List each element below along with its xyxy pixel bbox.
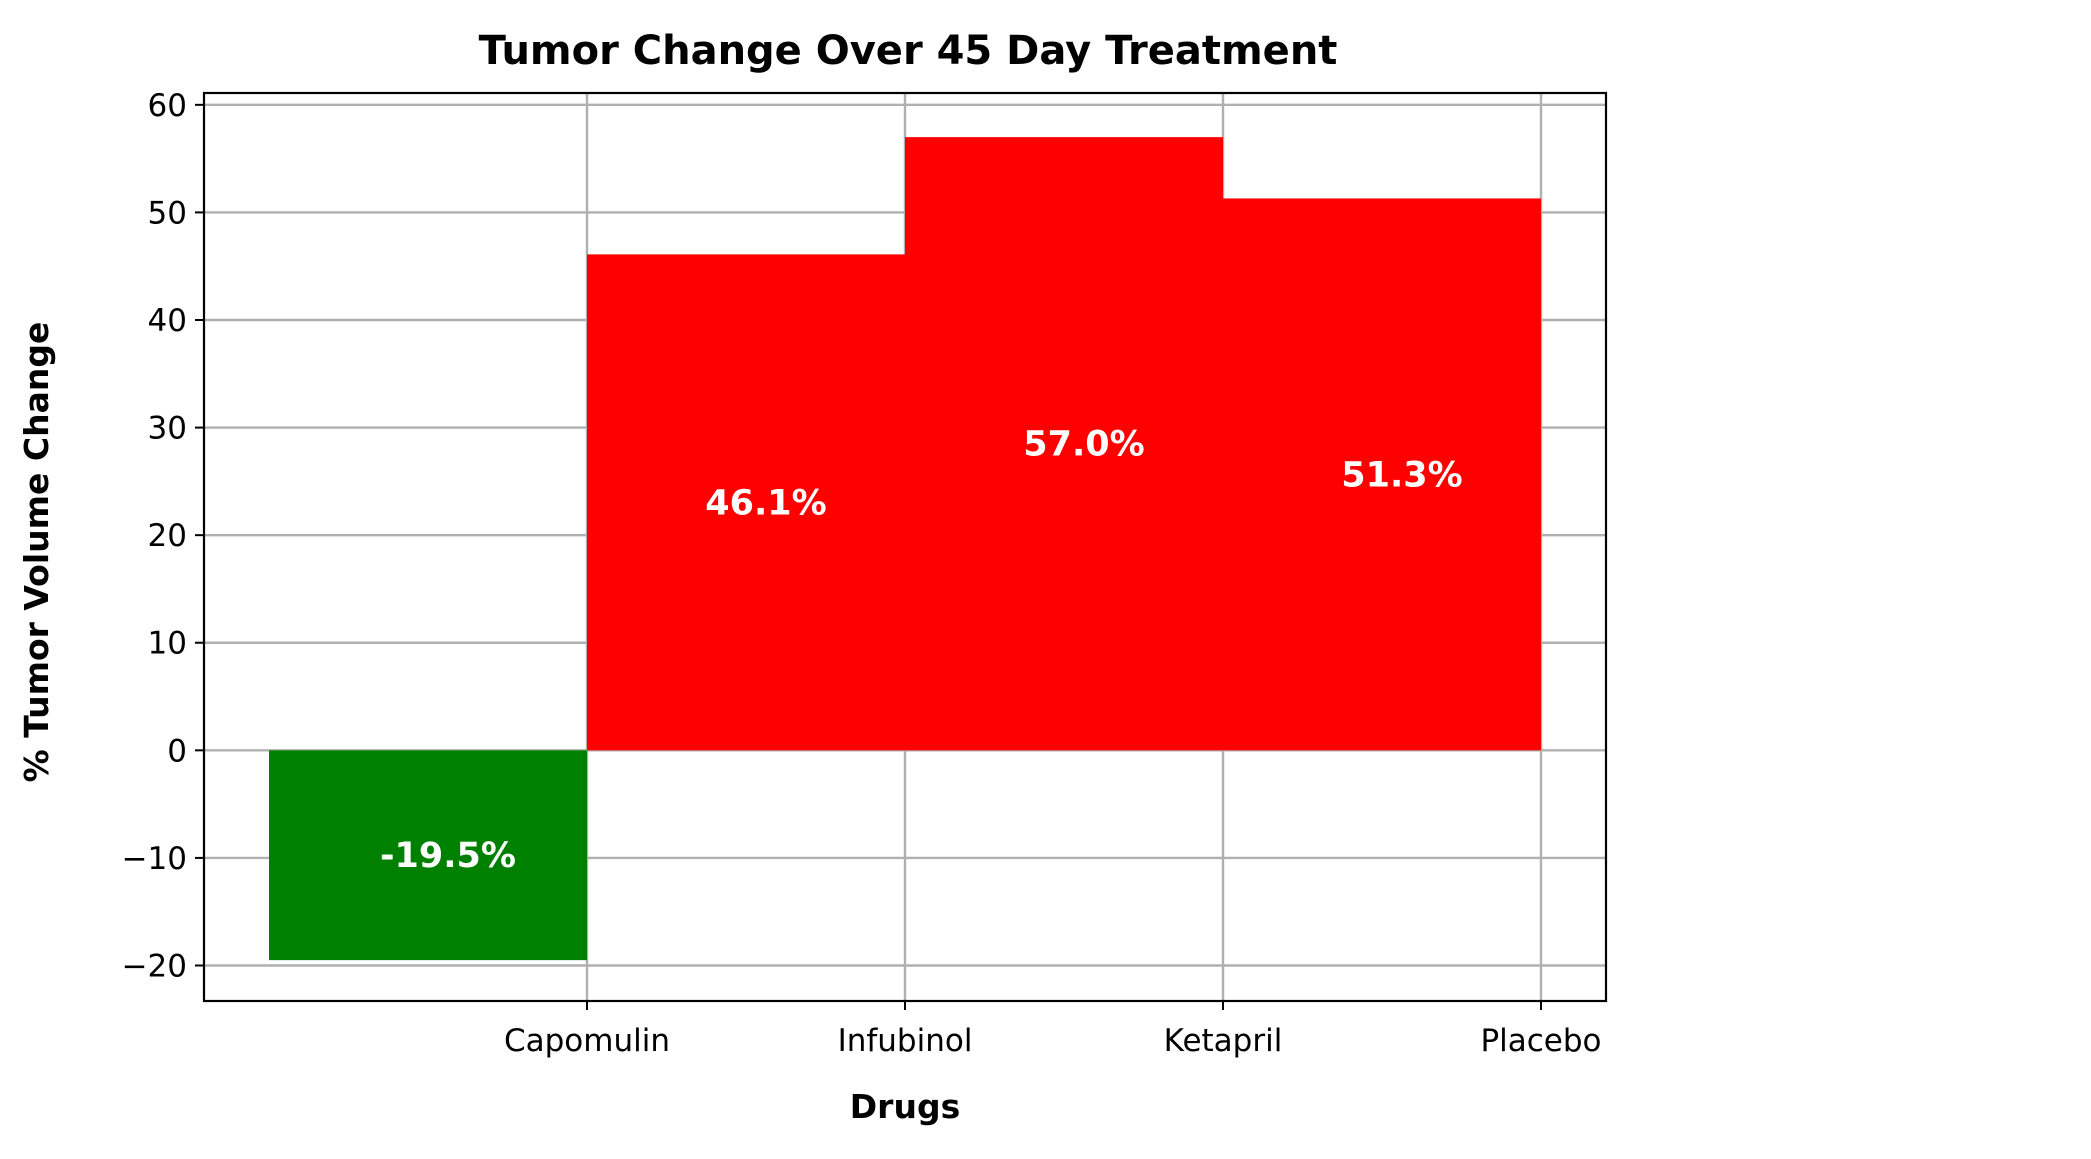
- bar-value-label: 57.0%: [1023, 425, 1144, 465]
- y-tick-label: 30: [148, 411, 187, 447]
- x-tick-label: Infubinol: [838, 1023, 973, 1059]
- y-tick-label: 60: [148, 88, 187, 124]
- bars: [269, 137, 1541, 961]
- y-tick-label: 40: [148, 303, 187, 339]
- bar-placebo: [1223, 198, 1541, 751]
- y-tick-label: −20: [122, 948, 187, 984]
- chart-title: Tumor Change Over 45 Day Treatment: [479, 28, 1338, 74]
- bar-value-label: 51.3%: [1341, 455, 1462, 495]
- bar-infubinol: [587, 254, 905, 751]
- y-tick-label: 50: [148, 195, 187, 231]
- bar-capomulin: [269, 750, 587, 961]
- y-tick-label: 20: [148, 518, 187, 554]
- y-tick-label: −10: [122, 841, 187, 877]
- y-axis-title: % Tumor Volume Change: [17, 322, 56, 783]
- x-axis-title: Drugs: [850, 1087, 960, 1126]
- bar-value-label: 46.1%: [705, 483, 826, 523]
- y-tick-label: 10: [148, 626, 187, 662]
- axis-ticks: −20 −10 0 10 20 30 40 50 60 Capomulin Infubinol Ket…: [122, 88, 1602, 1059]
- x-tick-label: Ketapril: [1164, 1023, 1283, 1059]
- bar-value-labels: -19.5% 46.1% 57.0% 51.3%: [380, 425, 1463, 877]
- bar-ketapril: [905, 137, 1223, 751]
- x-tick-label: Placebo: [1480, 1023, 1601, 1059]
- y-tick-label: 0: [167, 733, 187, 769]
- bar-value-label: -19.5%: [380, 836, 516, 876]
- x-tick-label: Capomulin: [504, 1023, 670, 1059]
